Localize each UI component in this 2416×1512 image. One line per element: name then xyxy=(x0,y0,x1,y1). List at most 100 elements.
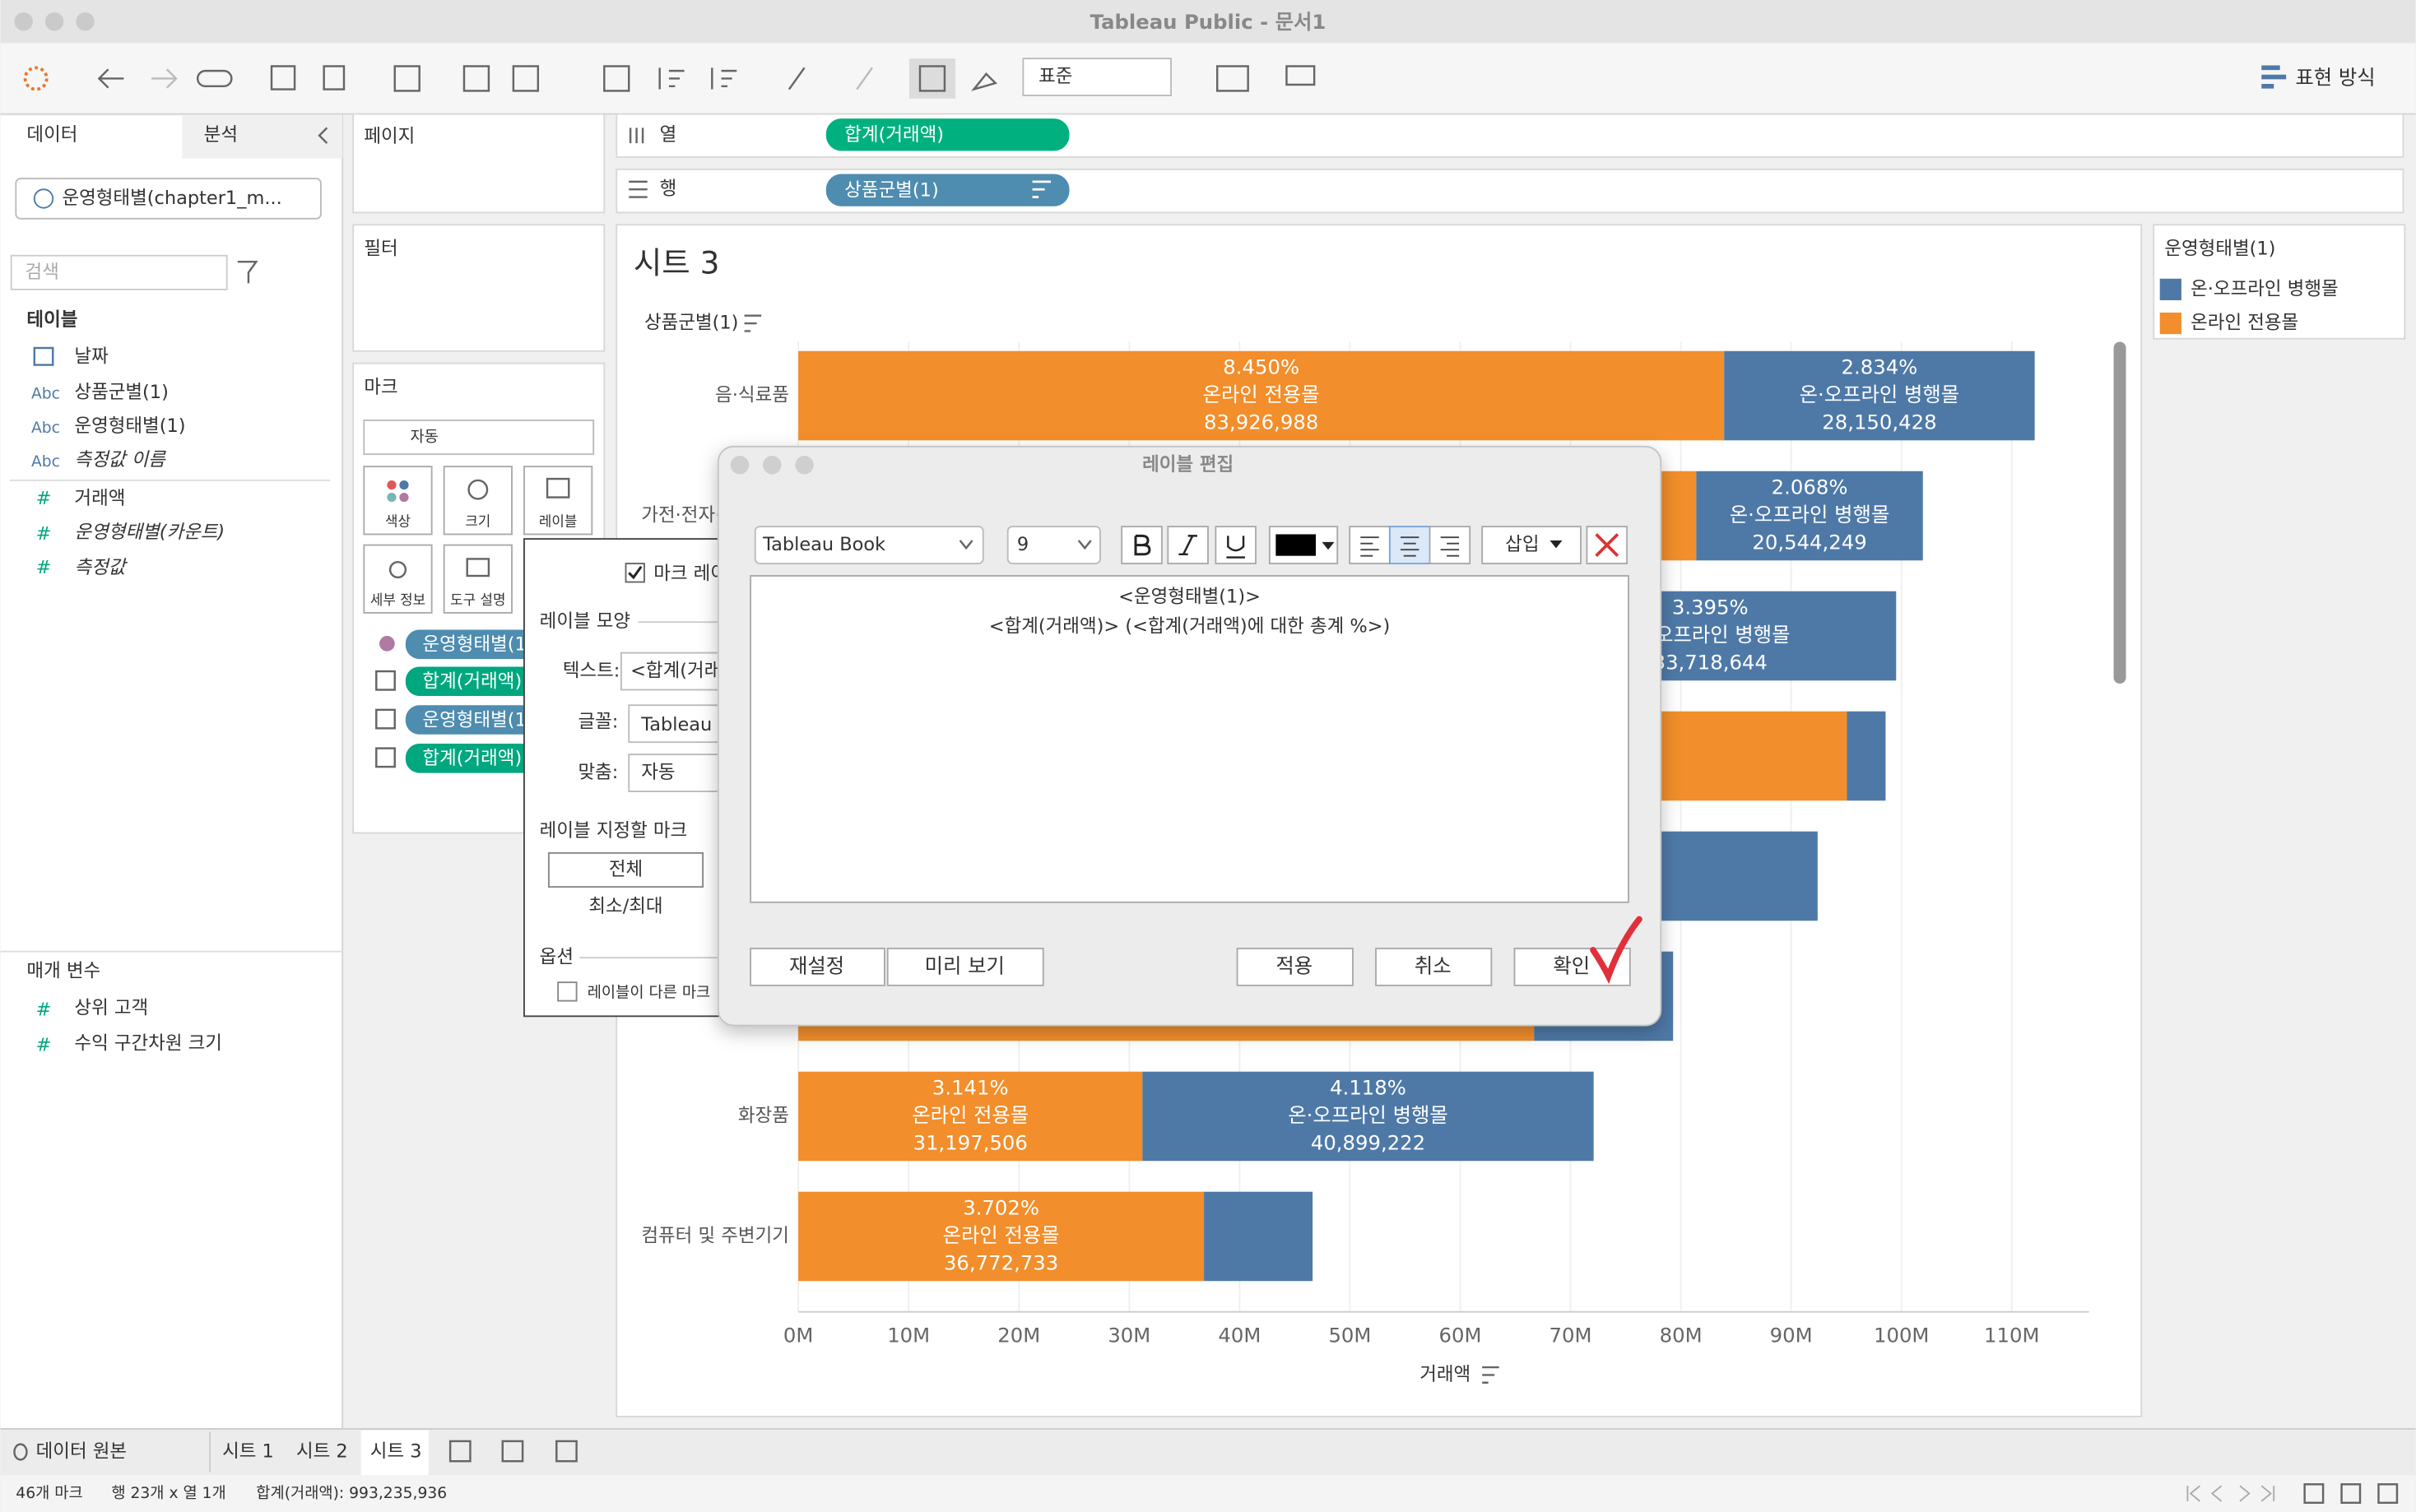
status-text: 합계(거래액): 993,235,936 xyxy=(256,1485,447,1502)
field[interactable]: 측정값 이름 xyxy=(74,449,166,471)
format-select[interactable] xyxy=(1022,58,1173,96)
font-select[interactable] xyxy=(754,526,984,564)
label-text-area[interactable] xyxy=(750,575,1629,903)
minimize-button[interactable] xyxy=(44,12,64,31)
x-tick-label: 70M xyxy=(1549,1324,1592,1347)
align-right[interactable] xyxy=(1429,526,1471,564)
filters-title: 필터 xyxy=(364,239,397,260)
new-story-tab[interactable] xyxy=(555,1440,578,1463)
save-icon[interactable] xyxy=(270,65,296,90)
axis-sort-icon[interactable] xyxy=(1482,1366,1499,1384)
clear-icon[interactable] xyxy=(512,65,540,92)
label-button[interactable] xyxy=(523,466,593,536)
mark-pill[interactable] xyxy=(405,629,545,660)
reset-button[interactable] xyxy=(750,948,885,986)
sort-desc-icon[interactable] xyxy=(711,67,737,90)
row-sort-icon[interactable] xyxy=(744,314,762,332)
redo-icon[interactable] xyxy=(151,68,178,89)
mark-type-select[interactable] xyxy=(363,420,595,456)
zoom-button[interactable] xyxy=(76,12,95,31)
popup-text[interactable]: 최소/최대 xyxy=(588,896,662,917)
mark-pill[interactable] xyxy=(405,666,545,697)
apply-button[interactable] xyxy=(1236,948,1354,986)
field[interactable]: 측정값 xyxy=(74,557,128,578)
toolbar-icons xyxy=(23,58,2287,99)
field[interactable]: 날짜 xyxy=(74,346,109,368)
data-tab[interactable]: 데이터 xyxy=(26,124,77,146)
filter-icon[interactable] xyxy=(237,260,258,284)
highlight-icon[interactable] xyxy=(788,67,806,90)
label-toggle-bg[interactable] xyxy=(908,58,956,99)
all-option[interactable] xyxy=(547,851,704,888)
insert-button[interactable] xyxy=(1481,526,1582,564)
data-label-series: 온·오프라인 병행몰 xyxy=(1288,1103,1448,1127)
title-bar xyxy=(0,0,2416,44)
new-dashboard-tab[interactable] xyxy=(501,1440,524,1463)
overlap-checkbox[interactable] xyxy=(557,981,578,1002)
parameter[interactable]: 수익 구간차원 크기 xyxy=(74,1033,222,1055)
tabs-view[interactable] xyxy=(2377,1483,2399,1504)
font-value: Tableau Book xyxy=(762,534,885,555)
close-button[interactable] xyxy=(14,12,33,31)
field[interactable]: 운영형태별(카운트) xyxy=(74,522,225,543)
field[interactable]: 상품군별(1) xyxy=(74,382,168,403)
mark-type-value: 자동 xyxy=(410,429,438,446)
dialog-close[interactable] xyxy=(730,456,750,475)
view-cards-icon[interactable] xyxy=(1216,65,1249,92)
bar-segment xyxy=(1847,711,1886,801)
scrollbar-thumb[interactable] xyxy=(2113,341,2126,684)
columns-icon xyxy=(629,128,644,144)
chevron xyxy=(1322,541,1335,550)
swap-icon[interactable] xyxy=(196,69,233,88)
sheet-title: 시트 3 xyxy=(634,244,720,281)
dialog-minimize[interactable] xyxy=(763,456,782,475)
size-button[interactable] xyxy=(443,466,513,536)
mark-pill-text: 합계(거래액) xyxy=(422,671,522,693)
datasource-icon[interactable] xyxy=(323,65,346,90)
bar-segment xyxy=(798,350,1725,441)
presentation-icon[interactable] xyxy=(1285,65,1316,86)
tooltip-button[interactable] xyxy=(443,544,513,614)
popup-text: 자동 xyxy=(641,762,675,783)
new-sheet-tab[interactable] xyxy=(448,1440,472,1463)
detail-button[interactable] xyxy=(363,544,433,614)
collapse-icon[interactable] xyxy=(318,127,328,144)
columns-pill[interactable] xyxy=(825,118,1070,151)
show-labels-checkbox[interactable] xyxy=(625,563,645,583)
dialog-zoom[interactable] xyxy=(795,456,814,475)
page-nav[interactable] xyxy=(2186,1485,2275,1502)
parameter[interactable]: 상위 고객 xyxy=(74,997,148,1018)
size-select[interactable] xyxy=(1006,526,1101,564)
cancel-button[interactable] xyxy=(1375,948,1493,986)
show-me-button[interactable]: 표현 방식 xyxy=(2295,65,2375,89)
mark-pill[interactable] xyxy=(405,744,545,773)
pin-icon[interactable] xyxy=(971,72,998,91)
mark-button-label: 레이블 xyxy=(539,513,577,530)
show-me-icon[interactable] xyxy=(2261,65,2287,89)
duplicate-icon[interactable] xyxy=(462,65,490,92)
sheet-tab[interactable]: 시트 1 xyxy=(222,1441,274,1463)
sort-asc-icon[interactable] xyxy=(658,67,685,90)
field-type: # xyxy=(36,1034,52,1055)
new-sheet-icon[interactable] xyxy=(393,65,420,92)
align-left[interactable] xyxy=(1349,526,1391,564)
undo-icon[interactable] xyxy=(97,68,124,89)
field[interactable]: 운영형태별(1) xyxy=(74,415,185,437)
field[interactable]: 거래액 xyxy=(74,488,125,509)
rows-pill[interactable] xyxy=(825,174,1070,206)
sheet-tab[interactable]: 시트 3 xyxy=(370,1441,422,1463)
data-source-select[interactable] xyxy=(15,178,322,220)
sheet-tab[interactable]: 데이터 원본 xyxy=(36,1441,127,1463)
tableau-logo[interactable] xyxy=(23,66,49,91)
group-icon[interactable] xyxy=(856,67,873,90)
search-box[interactable] xyxy=(10,254,228,290)
preview-button[interactable] xyxy=(886,948,1044,986)
filmstrip-view[interactable] xyxy=(2340,1483,2362,1504)
mark-pill[interactable] xyxy=(405,705,545,735)
align-center[interactable] xyxy=(1388,526,1431,564)
sheet-tab[interactable]: 시트 2 xyxy=(296,1441,348,1463)
grid-view[interactable] xyxy=(2303,1483,2325,1504)
swap-axes-icon[interactable] xyxy=(603,65,630,92)
analysis-tab[interactable]: 분석 xyxy=(204,124,238,146)
color-button[interactable] xyxy=(363,466,433,536)
